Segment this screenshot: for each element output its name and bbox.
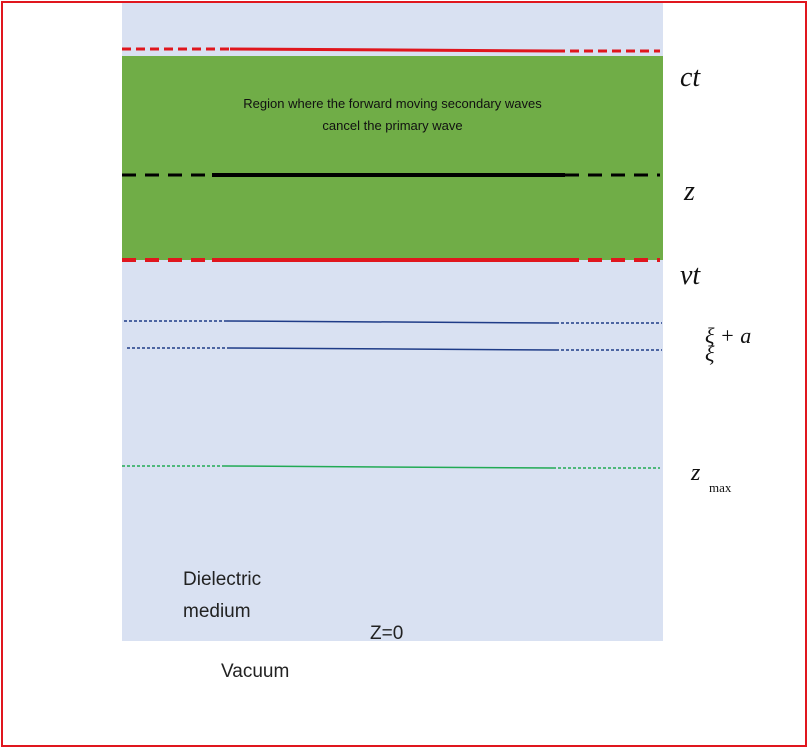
z-label: z [684, 176, 695, 207]
ct-line [122, 47, 660, 53]
zmax-label: z [691, 460, 701, 486]
xi-line [127, 347, 662, 351]
caption-line-1: Region where the forward moving secondar… [243, 96, 542, 111]
dielectric-label-line-2: medium [183, 601, 251, 622]
caption-line-2: cancel the primary wave [322, 118, 463, 133]
dielectric-label-line-1: Dielectric [183, 569, 262, 590]
dielectric-medium-label: Dielectric medium [183, 564, 261, 628]
xi-plus-a-label: ξ + a [705, 323, 752, 348]
zmax-line [122, 465, 660, 469]
cancellation-region [122, 56, 663, 260]
ct-label: ct [680, 62, 701, 93]
cancellation-region-caption: Region where the forward moving secondar… [150, 93, 635, 137]
xi-plus-a-line [124, 320, 662, 324]
vacuum-label: Vacuum [221, 661, 290, 682]
vt-label: vt [680, 260, 701, 291]
zmax-subscript: max [709, 480, 732, 495]
xi-label: ξ [705, 341, 715, 366]
z-zero-label: Z=0 [370, 623, 404, 644]
